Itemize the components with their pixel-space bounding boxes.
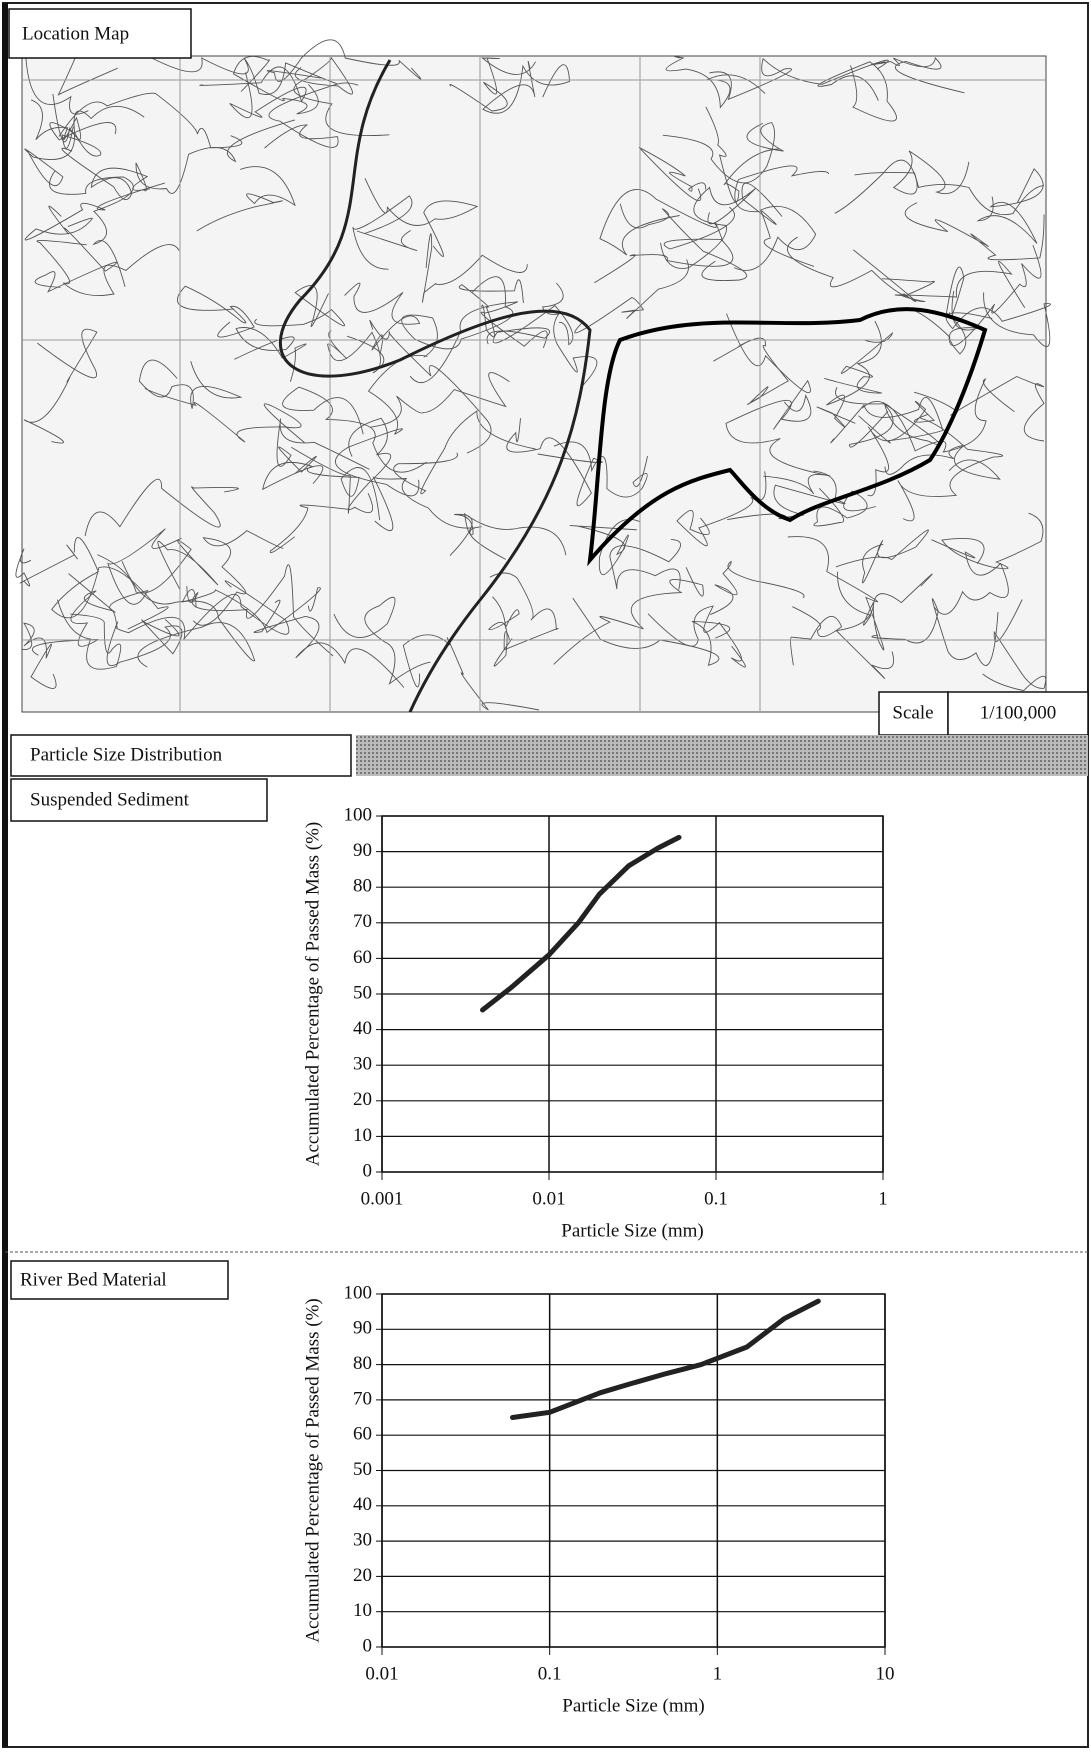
y-tick-label: 50 — [353, 982, 372, 1003]
y-tick-label: 90 — [353, 840, 372, 861]
y-tick-label: 10 — [353, 1600, 372, 1621]
y-tick-label: 0 — [363, 1635, 373, 1656]
y-tick-label: 30 — [353, 1529, 372, 1550]
y-tick-label: 80 — [353, 1353, 372, 1374]
x-axis-label: Particle Size (mm) — [561, 1220, 703, 1241]
y-axis-label: Accumulated Percentage of Passed Mass (%… — [302, 1298, 323, 1643]
y-axis-label: Accumulated Percentage of Passed Mass (%… — [302, 822, 323, 1167]
y-tick-label: 0 — [363, 1160, 373, 1181]
x-tick-label: 10 — [876, 1663, 895, 1684]
map-area — [22, 56, 1046, 712]
section-title: Particle Size Distribution — [30, 744, 223, 765]
scale-value: 1/100,000 — [980, 702, 1057, 723]
y-tick-label: 90 — [353, 1318, 372, 1339]
x-tick-label: 1 — [713, 1663, 723, 1684]
x-tick-label: 0.01 — [532, 1188, 565, 1209]
chart-title: River Bed Material — [20, 1269, 167, 1290]
page: Location Map Scale 1/100,000 Particle Si… — [0, 0, 1091, 1750]
y-tick-label: 60 — [353, 1424, 372, 1445]
y-tick-label: 80 — [353, 876, 372, 897]
scale-label: Scale — [892, 702, 933, 723]
y-tick-label: 40 — [353, 1494, 372, 1515]
location-map — [16, 40, 1051, 712]
y-tick-label: 40 — [353, 1018, 372, 1039]
x-tick-label: 0.01 — [365, 1663, 398, 1684]
x-tick-label: 0.1 — [704, 1188, 728, 1209]
y-tick-label: 50 — [353, 1459, 372, 1480]
x-tick-label: 0.1 — [538, 1663, 562, 1684]
map-title: Location Map — [22, 23, 129, 44]
y-tick-label: 70 — [353, 911, 372, 932]
y-tick-label: 20 — [353, 1089, 372, 1110]
y-tick-label: 20 — [353, 1565, 372, 1586]
chart-title: Suspended Sediment — [30, 789, 190, 810]
y-tick-label: 100 — [344, 1282, 373, 1303]
y-tick-label: 10 — [353, 1125, 372, 1146]
x-tick-label: 0.001 — [361, 1188, 404, 1209]
x-axis-label: Particle Size (mm) — [562, 1695, 704, 1716]
y-tick-label: 60 — [353, 947, 372, 968]
y-tick-label: 70 — [353, 1388, 372, 1409]
y-tick-label: 30 — [353, 1054, 372, 1075]
x-tick-label: 1 — [878, 1188, 888, 1209]
y-tick-label: 100 — [344, 804, 373, 825]
section-bar — [356, 735, 1088, 776]
